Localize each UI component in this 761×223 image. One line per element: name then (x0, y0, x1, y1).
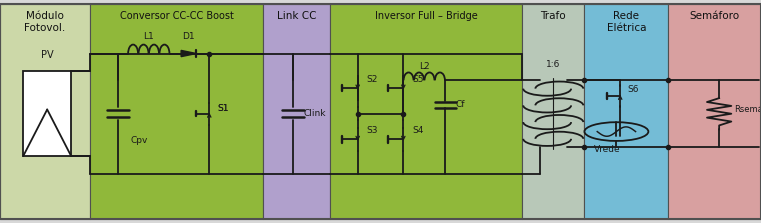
Bar (522, 4, 584, 219)
Text: Cpv: Cpv (130, 136, 148, 145)
Bar (90, 4, 263, 219)
Text: S1: S1 (217, 104, 228, 113)
Bar (584, 4, 668, 219)
Text: 1:6: 1:6 (546, 60, 560, 69)
Text: Conversor CC-CC Boost: Conversor CC-CC Boost (119, 11, 234, 21)
Text: Link CC: Link CC (277, 11, 317, 21)
Text: Vrede: Vrede (594, 145, 620, 154)
Text: S2: S2 (367, 75, 378, 84)
Text: S5: S5 (412, 75, 424, 84)
Text: L2: L2 (419, 62, 429, 71)
Text: S1: S1 (217, 104, 228, 113)
Bar (0, 4, 90, 219)
Text: S4: S4 (412, 126, 424, 135)
Text: Módulo
Fotovol.: Módulo Fotovol. (24, 11, 65, 33)
Text: Rede
Elétrica: Rede Elétrica (607, 11, 646, 33)
Text: S6: S6 (628, 85, 639, 94)
Polygon shape (181, 50, 196, 57)
Text: Clink: Clink (304, 109, 326, 118)
Bar (668, 4, 761, 219)
Bar (330, 4, 522, 219)
Text: Cf: Cf (456, 100, 465, 109)
Bar (263, 4, 330, 219)
Text: Semáforo: Semáforo (689, 11, 740, 21)
Text: L1: L1 (143, 32, 154, 41)
Text: Trafo: Trafo (540, 11, 566, 21)
Text: S3: S3 (367, 126, 378, 135)
Text: Rsemáforo: Rsemáforo (734, 105, 761, 114)
Text: Inversor Full – Bridge: Inversor Full – Bridge (374, 11, 478, 21)
Text: PV: PV (41, 50, 53, 60)
Text: D1: D1 (182, 32, 194, 41)
Bar (23, 71, 72, 156)
